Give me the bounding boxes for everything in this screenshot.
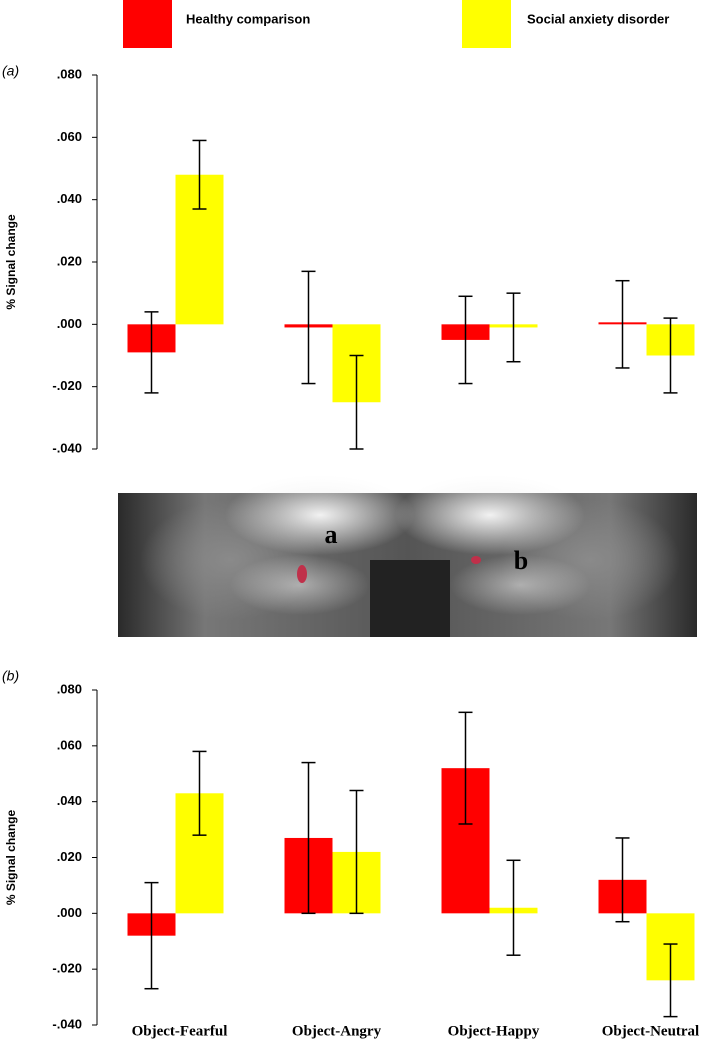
y-tick-label: -.040 <box>52 440 82 455</box>
y-tick-label: .000 <box>57 905 82 920</box>
y-tick-label: .060 <box>57 737 82 752</box>
error-bar <box>506 859 521 956</box>
y-tick-label: .040 <box>57 793 82 808</box>
x-tick-label: Object-Angry <box>292 1023 382 1039</box>
image-label: b <box>514 546 528 575</box>
y-tick-label: .080 <box>57 681 82 696</box>
legend-swatch <box>123 0 172 48</box>
legend-label: Healthy comparison <box>186 11 310 26</box>
y-tick-label: .020 <box>57 253 82 268</box>
error-bar <box>615 837 630 923</box>
y-tick-label: .000 <box>57 316 82 331</box>
error-bar <box>301 270 316 385</box>
brain-image: a b <box>118 475 697 637</box>
error-bar <box>349 789 364 915</box>
image-label: a <box>325 520 338 549</box>
legend-label: Social anxiety disorder <box>527 11 669 26</box>
error-bar <box>458 295 473 385</box>
panel-label: (a) <box>2 63 19 79</box>
y-tick-label: -.020 <box>52 378 82 393</box>
error-bar <box>192 139 207 210</box>
legend-swatch <box>462 0 511 48</box>
y-tick-label: .080 <box>57 66 82 81</box>
y-tick-label: .020 <box>57 849 82 864</box>
y-tick-label: -.040 <box>52 1016 82 1031</box>
error-bar <box>301 761 316 915</box>
error-bar <box>192 750 207 836</box>
x-tick-label: Object-Fearful <box>132 1023 228 1039</box>
error-bar <box>663 943 678 1018</box>
y-axis-title: % Signal change <box>4 809 18 905</box>
panel-label: (b) <box>2 668 19 684</box>
error-bar <box>144 881 159 990</box>
error-bar <box>458 711 473 825</box>
error-bar <box>506 292 521 363</box>
x-tick-label: Object-Happy <box>448 1023 540 1039</box>
y-tick-label: .060 <box>57 129 82 144</box>
y-tick-label: -.020 <box>52 961 82 976</box>
error-bar <box>663 317 678 394</box>
error-bar <box>144 311 159 394</box>
y-axis-title: % Signal change <box>4 214 18 310</box>
error-bar <box>349 354 364 450</box>
y-tick-label: .040 <box>57 191 82 206</box>
error-bar <box>615 279 630 369</box>
x-tick-label: Object-Neutral <box>602 1023 699 1039</box>
